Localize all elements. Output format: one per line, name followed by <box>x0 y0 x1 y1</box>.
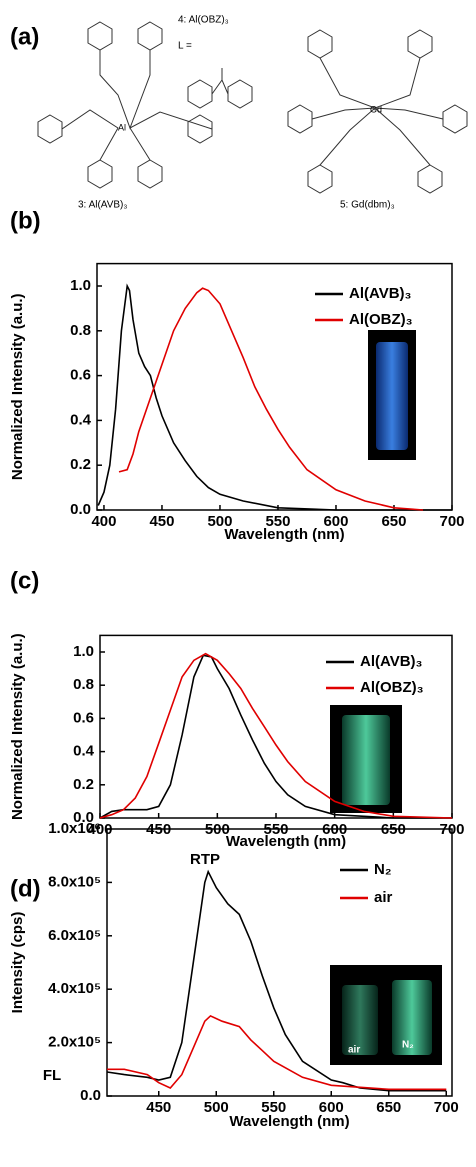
line-series <box>106 869 447 1092</box>
line-series <box>107 1014 447 1091</box>
x-tick-label: 450 <box>146 1099 171 1116</box>
x-axis-title: Wavelength (nm) <box>224 526 344 543</box>
y-axis-title: Normalized Intensity (a.u.) <box>9 293 26 480</box>
y-tick-label: 8.0x10⁵ <box>48 873 101 890</box>
structures: (a) Al Gd 4: Al(OBZ)₃ L = 3: Al(AVB)₃ 5:… <box>10 15 468 211</box>
x-tick-label: 700 <box>439 513 464 530</box>
x-tick-label: 550 <box>265 513 290 530</box>
inset-label: air <box>348 1045 360 1056</box>
legend-label: Al(OBZ)₃ <box>349 311 413 328</box>
y-tick-label: 0.0 <box>73 809 94 826</box>
annotation: FL <box>43 1067 61 1084</box>
y-tick-label: 0.4 <box>70 411 92 428</box>
x-tick-label: 550 <box>261 1099 286 1116</box>
y-tick-label: 0.6 <box>70 367 91 384</box>
line-series <box>99 652 453 819</box>
x-tick-label: 600 <box>319 1099 344 1116</box>
y-tick-label: 1.0x10⁶ <box>48 820 101 837</box>
panel-label: (b) <box>10 207 41 234</box>
y-tick-label: 0.0 <box>80 1087 101 1104</box>
y-tick-label: 2.0x10⁵ <box>48 1034 101 1051</box>
ligand-label: L = <box>178 41 192 52</box>
compound-label: 3: Al(AVB)₃ <box>78 200 127 211</box>
compound-label: 4: Al(OBZ)₃ <box>178 15 229 26</box>
x-axis-title: Wavelength (nm) <box>226 833 346 850</box>
y-tick-label: 1.0 <box>70 277 91 294</box>
panel-label: (c) <box>10 567 39 594</box>
x-tick-label: 700 <box>434 1099 459 1116</box>
annotation: RTP <box>190 851 220 868</box>
inset-label: N₂ <box>402 1040 414 1051</box>
legend-label: air <box>374 889 393 906</box>
plot-frame <box>96 262 453 511</box>
panel-label: (a) <box>10 23 39 50</box>
panel-label: (d) <box>10 875 41 902</box>
line-series <box>97 283 452 511</box>
y-tick-label: 4.0x10⁵ <box>48 980 101 997</box>
atom-label: Gd <box>370 104 382 114</box>
x-axis-title: Wavelength (nm) <box>229 1113 349 1130</box>
vial <box>392 980 432 1055</box>
atom-label: Al <box>118 122 126 132</box>
x-tick-label: 600 <box>323 513 348 530</box>
y-tick-label: 0.8 <box>70 322 91 339</box>
y-tick-label: 0.0 <box>70 501 91 518</box>
x-tick-label: 500 <box>207 513 232 530</box>
y-tick-label: 0.6 <box>73 709 94 726</box>
x-tick-label: 650 <box>376 1099 401 1116</box>
line-series <box>118 287 424 511</box>
vial <box>376 342 408 450</box>
plot-frame <box>106 828 453 1097</box>
y-tick-label: 0.2 <box>73 776 94 793</box>
vial <box>342 715 390 805</box>
y-tick-label: 0.8 <box>73 676 94 693</box>
line-series <box>99 654 452 819</box>
y-axis-title: Intensity (cps) <box>9 912 26 1014</box>
y-tick-label: 0.2 <box>70 456 91 473</box>
compound-label: 5: Gd(dbm)₃ <box>340 200 395 211</box>
x-tick-label: 500 <box>204 1099 229 1116</box>
y-tick-label: 1.0 <box>73 643 94 660</box>
legend-label: N₂ <box>374 861 392 878</box>
x-tick-label: 450 <box>149 513 174 530</box>
vial <box>342 985 378 1055</box>
y-tick-label: 6.0x10⁵ <box>48 927 101 944</box>
x-tick-label: 400 <box>91 513 116 530</box>
x-tick-label: 650 <box>381 513 406 530</box>
legend-label: Al(AVB)₃ <box>349 285 412 302</box>
y-axis-title: Normalized Intensity (a.u.) <box>9 633 26 820</box>
legend-label: Al(OBZ)₃ <box>360 679 424 696</box>
legend-label: Al(AVB)₃ <box>360 653 423 670</box>
y-tick-label: 0.4 <box>73 743 95 760</box>
